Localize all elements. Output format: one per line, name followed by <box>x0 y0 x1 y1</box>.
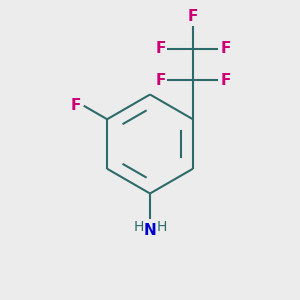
Text: F: F <box>155 73 166 88</box>
Text: F: F <box>188 9 198 24</box>
Text: F: F <box>220 41 230 56</box>
Text: H: H <box>156 220 167 234</box>
Text: F: F <box>155 41 166 56</box>
Text: F: F <box>220 73 230 88</box>
Text: H: H <box>134 220 144 234</box>
Text: N: N <box>144 223 156 238</box>
Text: F: F <box>71 98 81 113</box>
